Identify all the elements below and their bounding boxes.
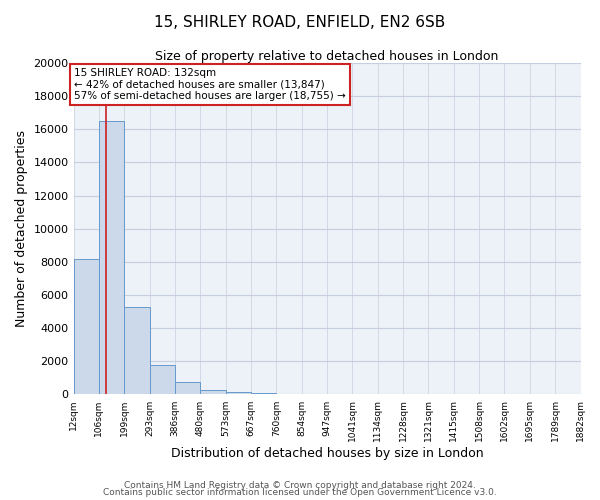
Text: Contains HM Land Registry data © Crown copyright and database right 2024.: Contains HM Land Registry data © Crown c… (124, 480, 476, 490)
Text: 15 SHIRLEY ROAD: 132sqm
← 42% of detached houses are smaller (13,847)
57% of sem: 15 SHIRLEY ROAD: 132sqm ← 42% of detache… (74, 68, 346, 101)
Title: Size of property relative to detached houses in London: Size of property relative to detached ho… (155, 50, 499, 63)
Bar (124, 306, 149, 394)
Text: 15, SHIRLEY ROAD, ENFIELD, EN2 6SB: 15, SHIRLEY ROAD, ENFIELD, EN2 6SB (154, 15, 446, 30)
Bar (200, 390, 226, 394)
Bar (149, 366, 175, 394)
Bar (226, 392, 251, 394)
Bar (175, 382, 200, 394)
X-axis label: Distribution of detached houses by size in London: Distribution of detached houses by size … (171, 447, 484, 460)
Bar (74, 258, 99, 394)
Bar (99, 121, 124, 394)
Y-axis label: Number of detached properties: Number of detached properties (15, 130, 28, 327)
Text: Contains public sector information licensed under the Open Government Licence v3: Contains public sector information licen… (103, 488, 497, 497)
